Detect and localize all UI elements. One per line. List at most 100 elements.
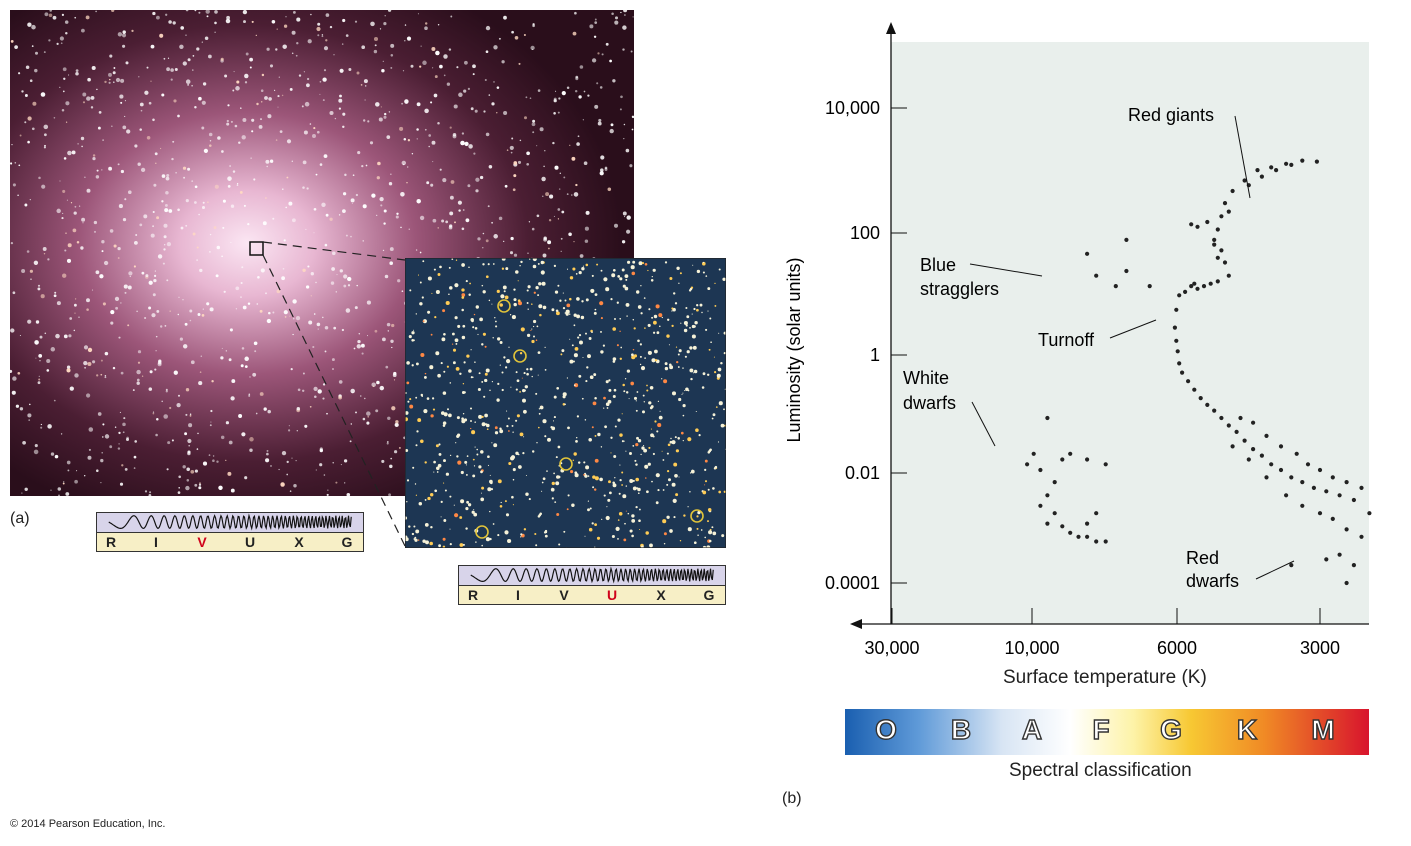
star — [426, 397, 430, 400]
star — [322, 77, 327, 82]
star — [465, 527, 468, 530]
star — [386, 322, 391, 327]
star — [455, 367, 460, 371]
star — [281, 94, 284, 97]
star — [477, 387, 481, 392]
star — [270, 465, 272, 467]
star — [571, 156, 576, 161]
star — [531, 227, 535, 231]
star — [124, 291, 127, 294]
star — [319, 163, 323, 166]
star — [471, 510, 475, 514]
star — [389, 464, 393, 469]
star — [451, 332, 455, 336]
star — [104, 434, 110, 439]
star — [544, 150, 546, 152]
star — [453, 504, 455, 506]
annotation-turnoff: Turnoff — [1038, 330, 1095, 350]
star — [499, 341, 503, 344]
star — [587, 500, 589, 502]
star — [467, 503, 472, 507]
star — [515, 270, 519, 274]
star — [201, 41, 203, 43]
star — [625, 278, 628, 281]
star — [478, 465, 482, 469]
star — [524, 385, 528, 389]
star — [19, 407, 24, 411]
star — [416, 128, 419, 131]
star — [585, 465, 590, 470]
data-point — [1094, 539, 1099, 544]
star — [647, 462, 651, 466]
star — [411, 152, 414, 155]
star — [260, 89, 264, 92]
star — [90, 106, 94, 109]
star — [96, 169, 99, 172]
star — [544, 346, 546, 348]
star — [481, 544, 483, 547]
star — [220, 57, 224, 61]
star — [228, 358, 232, 362]
star — [422, 539, 426, 543]
star — [282, 267, 285, 270]
star — [678, 282, 680, 284]
star — [525, 492, 529, 496]
star — [682, 392, 684, 394]
star — [575, 77, 579, 81]
data-point — [1234, 429, 1239, 434]
star — [420, 45, 422, 47]
star — [284, 316, 287, 318]
star — [230, 241, 232, 243]
star — [644, 357, 646, 359]
star — [206, 302, 210, 306]
star — [652, 452, 655, 456]
star — [354, 20, 358, 23]
star — [277, 95, 280, 98]
star — [536, 145, 538, 147]
star — [621, 471, 624, 474]
star — [638, 508, 641, 511]
star — [701, 386, 705, 389]
star — [619, 464, 621, 466]
star — [232, 170, 236, 173]
star — [75, 69, 79, 72]
star — [144, 490, 148, 493]
star — [694, 321, 698, 325]
star — [133, 265, 136, 268]
star — [538, 304, 543, 309]
star — [404, 24, 407, 26]
star — [687, 506, 689, 508]
star — [109, 78, 111, 81]
star — [542, 477, 546, 481]
star — [581, 397, 584, 400]
star — [160, 147, 162, 150]
star — [647, 350, 652, 355]
star — [619, 433, 623, 437]
star — [702, 261, 705, 264]
y-ticks: 10,000 100 1 0.01 0.0001 — [825, 98, 907, 593]
star — [240, 107, 242, 109]
star — [666, 452, 669, 455]
star — [539, 405, 544, 410]
star — [691, 334, 696, 339]
star — [416, 198, 421, 204]
star — [310, 272, 314, 276]
star — [387, 330, 389, 332]
star — [508, 346, 510, 348]
star — [206, 15, 209, 18]
star — [532, 131, 535, 134]
annotation-red-dwarfs-1: Red — [1186, 548, 1219, 568]
star — [26, 250, 30, 253]
star — [690, 377, 693, 381]
star — [517, 160, 522, 164]
spectral-class-m: M — [1311, 713, 1336, 745]
star — [411, 364, 414, 367]
star — [557, 208, 561, 211]
star — [62, 67, 67, 72]
star — [557, 475, 561, 479]
star — [96, 374, 99, 377]
star — [473, 465, 476, 467]
star — [136, 310, 138, 313]
data-point — [1177, 293, 1182, 298]
star — [444, 489, 447, 492]
